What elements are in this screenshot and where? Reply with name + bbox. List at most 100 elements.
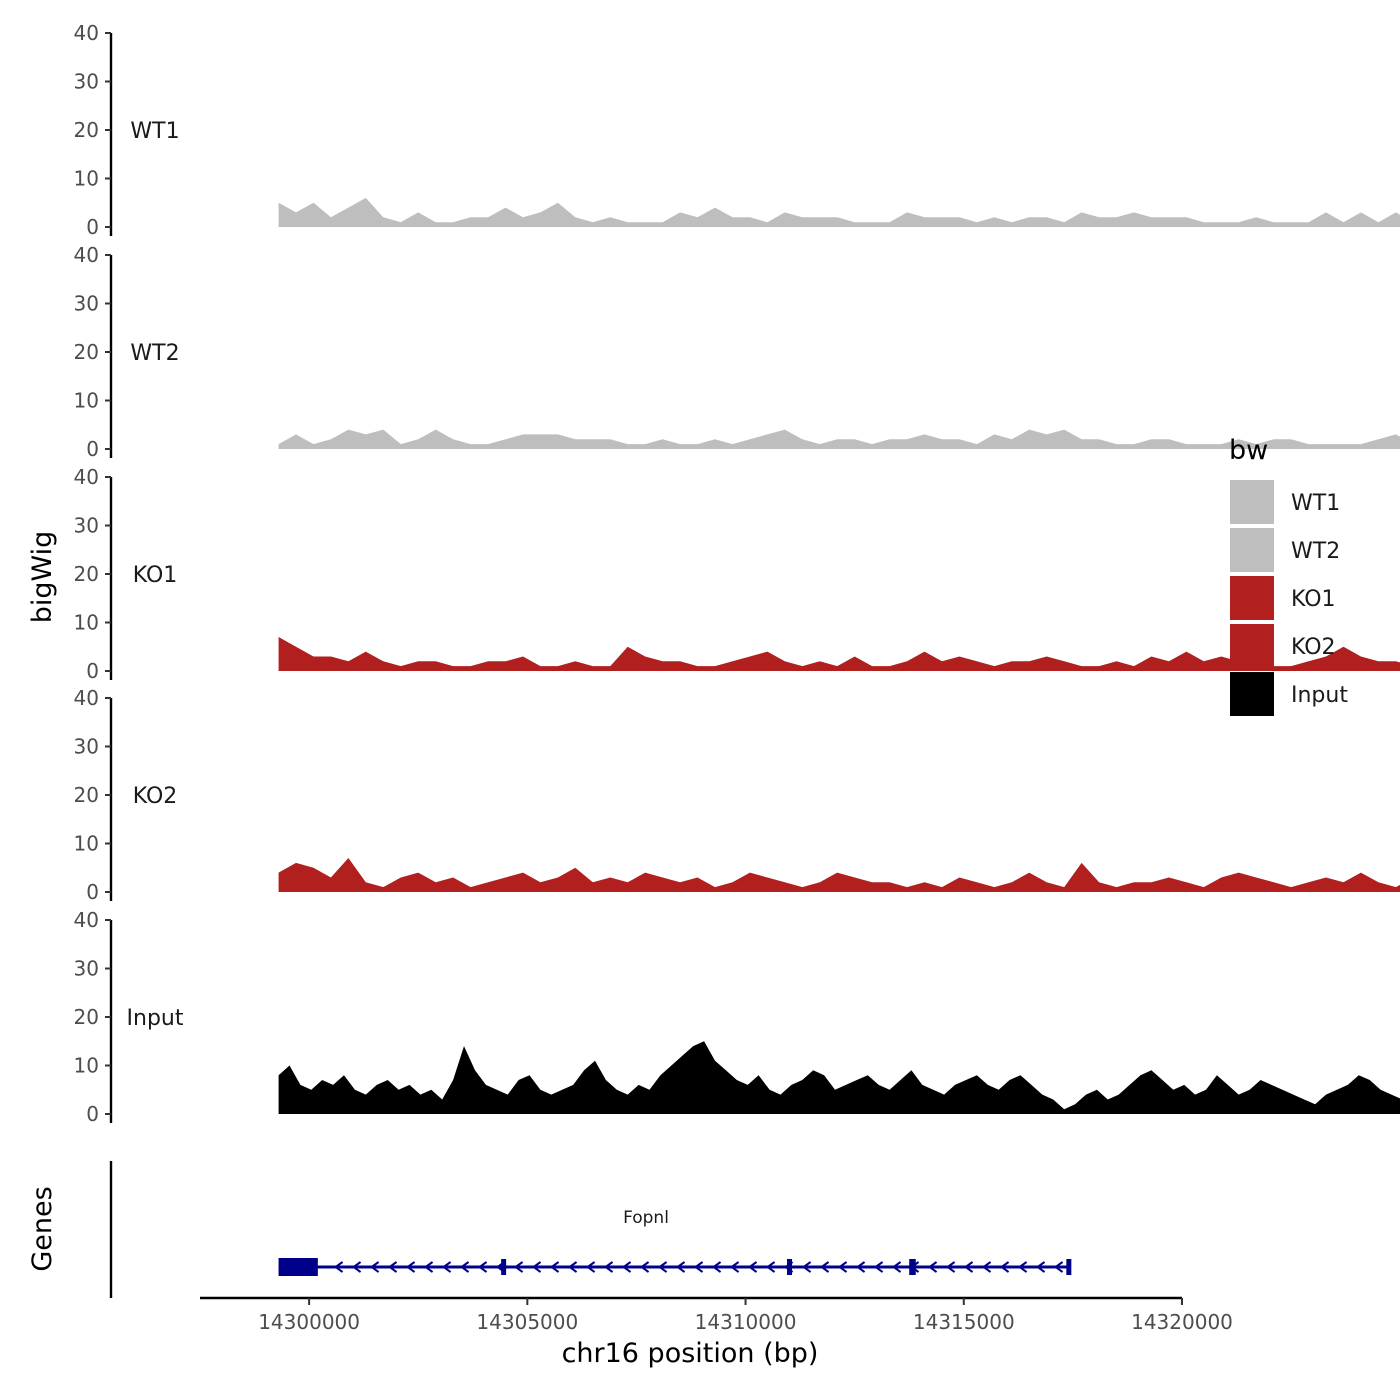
gene-model (278, 1258, 1072, 1276)
tracks-group: 0 10 20 30 40 WT1 0 10 20 30 40 WT2 0 10 20 30 40 KO1 0 10 2… (74, 21, 1400, 1126)
strand-chevron (747, 1261, 758, 1273)
strand-chevron (729, 1261, 740, 1273)
y-tick-label-wt2-30: 30 (74, 292, 99, 316)
x-tick-label-14300000: 14300000 (258, 1310, 360, 1334)
strand-chevron (873, 1261, 884, 1273)
strand-chevron (693, 1261, 704, 1273)
gene-name-label: Fopnl (623, 1208, 669, 1228)
strand-chevron (891, 1261, 902, 1273)
y-tick-label-ko2-10: 10 (74, 832, 99, 856)
y-tick-label-ko2-20: 20 (74, 783, 99, 807)
track-label-ko2: KO2 (133, 784, 178, 809)
strand-chevron (531, 1261, 542, 1273)
y-tick-label-wt1-10: 10 (74, 167, 99, 191)
strand-chevron (477, 1261, 488, 1273)
strand-chevron (855, 1261, 866, 1273)
legend-label-ko1: KO1 (1291, 587, 1336, 612)
y-tick-label-ko1-0: 0 (86, 659, 99, 683)
y-tick-label-input-0: 0 (86, 1102, 99, 1126)
y-tick-label-wt2-20: 20 (74, 340, 99, 364)
track-label-ko1: KO1 (133, 563, 178, 588)
y-tick-label-wt2-10: 10 (74, 389, 99, 413)
strand-chevron (459, 1261, 470, 1273)
y-tick-label-ko2-40: 40 (74, 686, 99, 710)
genes-track: Genes Fopnl (27, 1161, 1072, 1298)
strand-chevron (999, 1261, 1010, 1273)
x-axis: 14300000 14305000 14310000 14315000 14320000 (200, 1296, 1233, 1334)
track-label-input: Input (127, 1006, 184, 1031)
y-tick-label-ko1-20: 20 (74, 562, 99, 586)
track-label-wt2: WT2 (130, 341, 179, 366)
legend-swatch-input (1230, 672, 1274, 716)
strand-chevron (801, 1261, 812, 1273)
strand-chevron (981, 1261, 992, 1273)
y-tick-label-wt2-40: 40 (74, 243, 99, 267)
strand-chevron (369, 1261, 380, 1273)
strand-chevron (441, 1261, 452, 1273)
strand-chevron (1053, 1261, 1064, 1273)
exon-5 (1066, 1259, 1072, 1275)
y-tick-label-ko1-30: 30 (74, 514, 99, 538)
y-tick-label-ko2-0: 0 (86, 880, 99, 904)
legend-label-ko2: KO2 (1291, 635, 1336, 660)
legend-label-wt2: WT2 (1291, 539, 1340, 564)
strand-chevron (711, 1261, 722, 1273)
track-ko2: 0 10 20 30 40 KO2 (74, 686, 1400, 904)
y-tick-label-wt2-0: 0 (86, 437, 99, 461)
strand-chevron (675, 1261, 686, 1273)
x-tick-label-14310000: 14310000 (695, 1310, 797, 1334)
y-tick-label-input-40: 40 (74, 908, 99, 932)
y-tick-label-input-10: 10 (74, 1054, 99, 1078)
exon-2 (501, 1259, 507, 1275)
strand-chevron (621, 1261, 632, 1273)
strand-chevron (387, 1261, 398, 1273)
genes-track-title: Genes (27, 1186, 58, 1271)
strand-chevron (423, 1261, 434, 1273)
y-tick-label-wt1-20: 20 (74, 118, 99, 142)
track-label-wt1: WT1 (130, 119, 179, 144)
strand-chevron (333, 1261, 344, 1273)
strand-chevron (1017, 1261, 1028, 1273)
strand-chevron (549, 1261, 560, 1273)
y-tick-label-ko2-30: 30 (74, 735, 99, 759)
area-input (278, 1041, 1400, 1114)
strand-chevron (765, 1261, 776, 1273)
strand-chevron (657, 1261, 668, 1273)
strand-chevron (819, 1261, 830, 1273)
legend-label-input: Input (1291, 683, 1348, 708)
legend-swatch-wt2 (1230, 528, 1274, 572)
strand-chevron (927, 1261, 938, 1273)
area-ko1 (278, 637, 1400, 671)
strand-chevron (351, 1261, 362, 1273)
track-input: 0 10 20 30 40 Input (74, 908, 1400, 1126)
strand-chevron (567, 1261, 578, 1273)
y-tick-label-input-20: 20 (74, 1005, 99, 1029)
legend-title: bw (1229, 435, 1268, 466)
strand-chevron (1035, 1261, 1046, 1273)
legend-swatch-ko2 (1230, 624, 1274, 668)
x-tick-label-14320000: 14320000 (1131, 1310, 1233, 1334)
area-ko2 (278, 858, 1400, 892)
y-tick-label-input-30: 30 (74, 957, 99, 981)
x-tick-label-14315000: 14315000 (913, 1310, 1015, 1334)
y-tick-label-wt1-40: 40 (74, 21, 99, 45)
area-wt1 (278, 197, 1400, 227)
legend-swatch-ko1 (1230, 576, 1274, 620)
strand-chevron (513, 1261, 524, 1273)
strand-chevron (945, 1261, 956, 1273)
y-axis-title: bigWig (27, 531, 58, 624)
exon-1 (278, 1258, 318, 1276)
y-tick-label-ko1-10: 10 (74, 611, 99, 635)
legend-label-wt1: WT1 (1291, 491, 1340, 516)
legend-swatch-wt1 (1230, 480, 1274, 524)
y-tick-label-ko1-40: 40 (74, 465, 99, 489)
strand-chevron (837, 1261, 848, 1273)
legend: bw WT1 WT2 KO1 KO2 Input (1229, 435, 1348, 716)
x-axis-title: chr16 position (bp) (562, 1338, 819, 1369)
track-wt1: 0 10 20 30 40 WT1 (74, 21, 1400, 239)
area-wt2 (278, 429, 1400, 449)
strand-chevron (405, 1261, 416, 1273)
strand-chevron (639, 1261, 650, 1273)
exon-3 (787, 1259, 793, 1275)
